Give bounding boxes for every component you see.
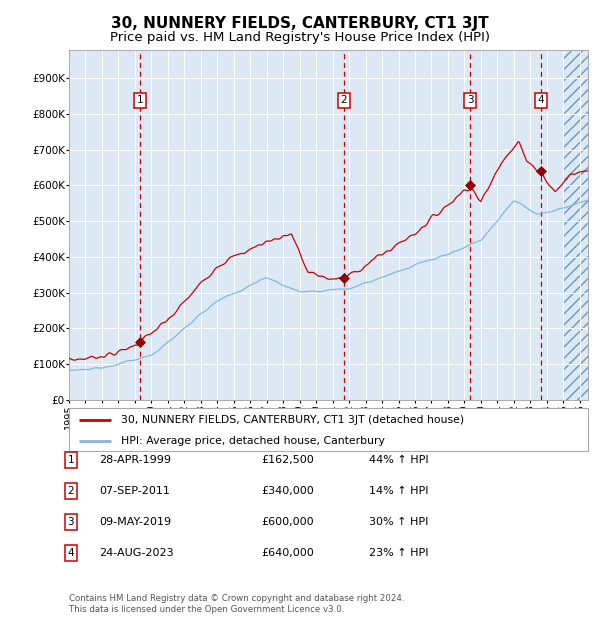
Text: 2: 2 [67,486,74,496]
Text: £340,000: £340,000 [261,486,314,496]
Text: 3: 3 [467,95,473,105]
Text: £640,000: £640,000 [261,548,314,558]
Text: 3: 3 [67,517,74,527]
Text: £162,500: £162,500 [261,455,314,465]
Text: 4: 4 [67,548,74,558]
Text: Contains HM Land Registry data © Crown copyright and database right 2024.
This d: Contains HM Land Registry data © Crown c… [69,595,404,614]
Text: HPI: Average price, detached house, Canterbury: HPI: Average price, detached house, Cant… [121,435,385,446]
Text: 28-APR-1999: 28-APR-1999 [99,455,171,465]
Text: 09-MAY-2019: 09-MAY-2019 [99,517,171,527]
Bar [563,50,588,400]
Text: 30% ↑ HPI: 30% ↑ HPI [369,517,428,527]
Text: 1: 1 [137,95,143,105]
Text: 23% ↑ HPI: 23% ↑ HPI [369,548,428,558]
Text: 14% ↑ HPI: 14% ↑ HPI [369,486,428,496]
Text: 30, NUNNERY FIELDS, CANTERBURY, CT1 3JT (detached house): 30, NUNNERY FIELDS, CANTERBURY, CT1 3JT … [121,415,464,425]
Text: 07-SEP-2011: 07-SEP-2011 [99,486,170,496]
Text: 24-AUG-2023: 24-AUG-2023 [99,548,173,558]
Text: Price paid vs. HM Land Registry's House Price Index (HPI): Price paid vs. HM Land Registry's House … [110,31,490,44]
Text: 4: 4 [538,95,544,105]
Text: 30, NUNNERY FIELDS, CANTERBURY, CT1 3JT: 30, NUNNERY FIELDS, CANTERBURY, CT1 3JT [111,16,489,31]
Text: 2: 2 [341,95,347,105]
Text: 1: 1 [67,455,74,465]
Text: £600,000: £600,000 [261,517,314,527]
Text: 44% ↑ HPI: 44% ↑ HPI [369,455,428,465]
